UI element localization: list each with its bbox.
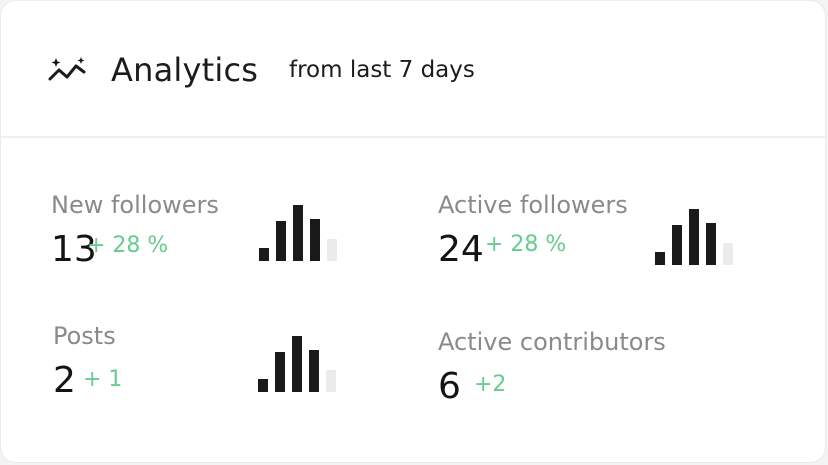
- metric-value: 6: [438, 366, 461, 407]
- metric-value: 2: [53, 360, 76, 401]
- period-subtitle: from last 7 days: [289, 57, 475, 83]
- page-title: Analytics: [111, 51, 259, 89]
- metric-label: Active contributors: [438, 328, 666, 356]
- bar-chart-icon: [259, 201, 339, 261]
- metric-label: Active followers: [438, 191, 628, 219]
- metric-change: +2: [474, 372, 507, 397]
- metric-value: 13: [51, 229, 97, 270]
- metric-label: Posts: [53, 322, 116, 350]
- metric-label: New followers: [51, 191, 219, 219]
- metric-change: + 28 %: [87, 233, 169, 258]
- bar-chart-icon: [655, 205, 735, 265]
- metric-value: 24: [438, 229, 484, 270]
- bar-chart-icon: [258, 332, 338, 392]
- card-header: Analytics from last 7 days: [1, 1, 825, 138]
- sparkle-trend-icon: [48, 57, 86, 81]
- metric-change: + 28 %: [485, 232, 567, 257]
- metric-change: + 1: [83, 367, 123, 392]
